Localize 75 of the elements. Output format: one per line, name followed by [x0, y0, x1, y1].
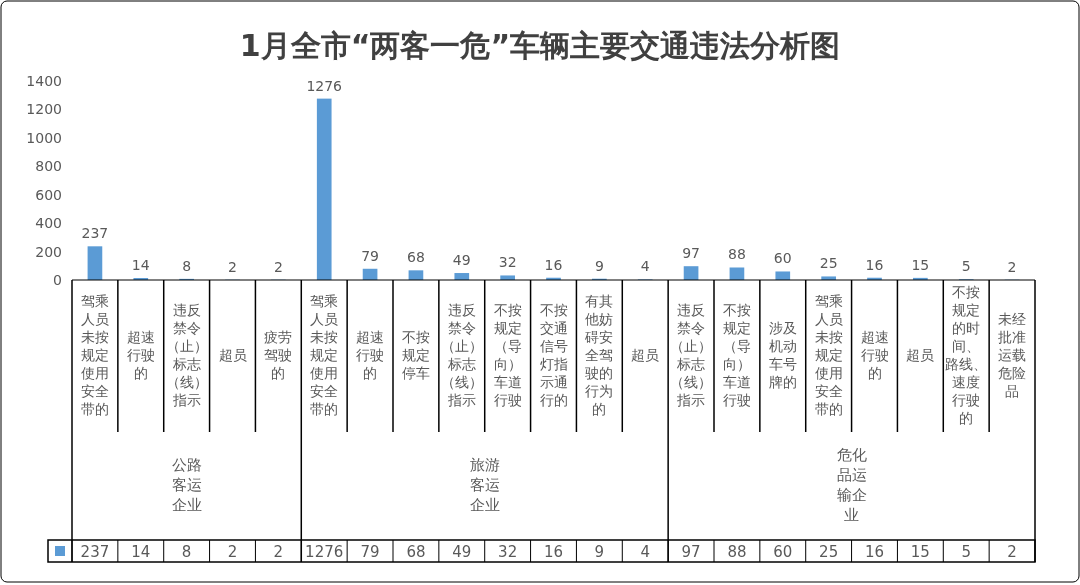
text: 49: [452, 252, 471, 269]
data-label: 15: [910, 543, 930, 561]
y-tick-label: 1200: [26, 101, 62, 118]
data-label: 9: [594, 543, 605, 561]
data-label: 8: [181, 543, 192, 561]
text: 2: [273, 258, 283, 275]
text: 4: [640, 258, 650, 275]
text: 79: [361, 247, 379, 264]
text: 237: [81, 225, 109, 242]
data-label: 1276: [305, 543, 344, 561]
data-label: 237: [80, 543, 110, 561]
data-label: 25: [819, 543, 839, 561]
text: 97: [682, 245, 700, 262]
text: 5: [961, 258, 971, 275]
x-tick-label: 驾乘人员未按规定使用安全带的: [80, 293, 109, 417]
data-label: 16: [864, 543, 885, 561]
text: 旅游客运企业: [469, 456, 500, 514]
data-label: 60: [773, 543, 793, 561]
x-tick-label: 违反禁令（止）标志（线）指示: [165, 302, 208, 408]
x-tick-label: 涉及机动车号牌的: [768, 320, 797, 390]
data-label: 5: [961, 543, 971, 561]
text: 危化品运输企业: [836, 446, 867, 524]
text: 2: [1007, 258, 1017, 275]
y-tick-label: 800: [35, 158, 62, 175]
data-label: 2: [227, 543, 238, 561]
y-tick-label: 0: [53, 272, 62, 288]
x-tick-label: 违反禁令（止）标志（线）指示: [670, 302, 713, 408]
text: 1276: [306, 77, 343, 94]
data-label: 68: [406, 543, 426, 561]
text: 14: [131, 257, 150, 274]
y-tick-label: 1400: [26, 73, 62, 89]
x-tick-label: 超员: [218, 347, 247, 363]
data-label: 16: [543, 543, 564, 561]
x-tick-label: 超员: [631, 347, 660, 363]
x-tick-label: 不按规定（导向）车道行驶: [493, 302, 522, 408]
data-label: 88: [727, 543, 747, 561]
text: 15: [911, 256, 930, 273]
data-label: 2: [273, 543, 284, 561]
data-label: 14: [131, 543, 151, 561]
data-label: 79: [360, 543, 380, 561]
text: 9: [594, 257, 604, 274]
text: 16: [865, 256, 884, 273]
x-tick-label: 不按规定停车: [401, 329, 430, 381]
data-label: 97: [681, 543, 701, 561]
x-tick-label: 不按交通信号灯指示通行的: [539, 302, 568, 408]
x-tick-label: 不按规定（导向）车道行驶: [722, 302, 751, 408]
text: 25: [819, 255, 838, 272]
y-tick-label: 400: [35, 215, 62, 232]
x-tick-label: 驾乘人员未按规定使用安全带的: [814, 293, 843, 417]
x-tick-label: 超速行驶的: [356, 329, 385, 381]
chart-title: 1月全市“两客一危”车辆主要交通违法分析图: [239, 28, 841, 63]
text: 16: [544, 256, 563, 273]
text: 公路客运企业: [171, 456, 202, 514]
x-tick-label: 驾乘人员未按规定使用安全带的: [310, 293, 339, 417]
x-tick-label: 超速行驶的: [860, 329, 889, 381]
x-tick-label: 有其他妨碍安全驾驶的行为的: [584, 293, 614, 417]
x-tick-label: 疲劳驾驶的: [264, 329, 293, 381]
text: 60: [773, 250, 792, 267]
data-label: 49: [452, 543, 472, 561]
x-tick-label: 超速行驶的: [126, 329, 155, 381]
text: 88: [728, 246, 746, 263]
text: 2: [228, 258, 237, 275]
data-label: 4: [640, 543, 650, 561]
x-tick-label: 不按规定的时间、路线、速度行驶的: [945, 284, 988, 426]
data-label: 2: [1007, 543, 1017, 561]
data-label: 32: [498, 543, 518, 561]
y-tick-label: 1000: [26, 129, 62, 146]
text: 68: [407, 249, 425, 266]
x-tick-label: 违反禁令（止）标志（线）指示: [440, 302, 483, 408]
y-tick-label: 200: [35, 243, 62, 260]
x-tick-label: 未经批准运载危险品: [998, 311, 1027, 399]
y-tick-label: 600: [35, 186, 62, 203]
text: 8: [182, 257, 192, 274]
text: 32: [498, 254, 517, 271]
x-tick-label: 超员: [906, 347, 935, 363]
